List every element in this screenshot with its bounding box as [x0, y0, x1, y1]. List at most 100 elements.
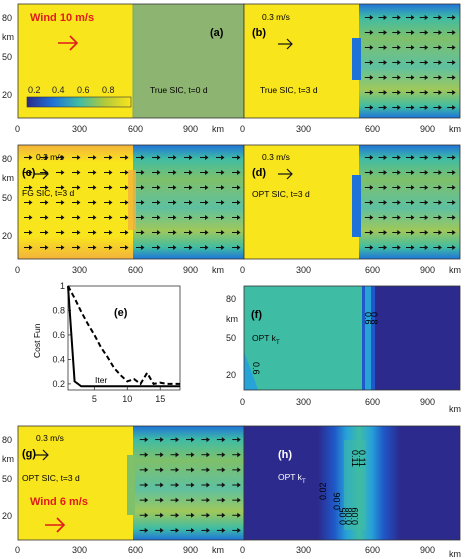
vector-arrow-icon: [139, 437, 149, 443]
vector-arrow-icon: [168, 215, 177, 220]
vector-arrow-icon: [170, 437, 180, 443]
vector-arrow-icon: [104, 245, 113, 250]
axes-row2: 80 km 50 20 0 300 600 900 km 0 300 600 9…: [2, 154, 461, 275]
panel-c-vector-field: [24, 155, 241, 250]
panel-h-letter: (h): [278, 449, 292, 461]
vector-arrow-icon: [88, 215, 97, 220]
vector-arrow-icon: [406, 90, 415, 95]
vector-arrow-icon: [232, 467, 241, 473]
x-tick: 600: [128, 545, 143, 555]
vector-arrow-icon: [232, 497, 241, 503]
vector-arrow-icon: [186, 437, 195, 443]
vector-arrow-icon: [88, 200, 97, 205]
panel-b: 0.3 m/s (b) True SIC, t=3 d: [243, 3, 461, 119]
y-unit: km: [2, 32, 14, 42]
vector-arrow-icon: [433, 45, 442, 50]
vector-arrow-icon: [216, 230, 225, 235]
vector-arrow-icon: [56, 155, 65, 160]
vector-arrow-icon: [139, 527, 149, 533]
vector-arrow-icon: [88, 230, 97, 235]
vector-arrow-icon: [24, 215, 33, 220]
x-tick: 900: [183, 545, 198, 555]
vector-arrow-icon: [120, 230, 129, 235]
vector-arrow-icon: [232, 200, 241, 205]
vector-arrow-icon: [406, 185, 415, 190]
vector-arrow-icon: [40, 155, 49, 160]
vector-arrow-icon: [378, 60, 388, 65]
vector-arrow-icon: [155, 467, 164, 473]
x-tick: 600: [365, 124, 380, 134]
vector-arrow-icon: [184, 155, 193, 160]
current-speed-label: 0.3 m/s: [262, 152, 290, 162]
current-arrow-icon: [34, 449, 49, 461]
vector-arrow-icon: [419, 45, 429, 50]
vector-arrow-icon: [447, 200, 456, 205]
vector-arrow-icon: [378, 230, 388, 235]
vector-arrow-icon: [433, 60, 442, 65]
vector-arrow-icon: [406, 105, 415, 110]
vector-arrow-icon: [447, 90, 456, 95]
vector-arrow-icon: [200, 170, 209, 175]
vector-arrow-icon: [72, 230, 81, 235]
vector-arrow-icon: [419, 60, 429, 65]
panel-g-edge: [127, 455, 135, 515]
vector-arrow-icon: [378, 75, 388, 80]
vector-arrow-icon: [104, 155, 113, 160]
vector-arrow-icon: [155, 482, 164, 488]
vector-arrow-icon: [186, 467, 195, 473]
vector-arrow-icon: [40, 245, 49, 250]
x-tick: 300: [296, 124, 311, 134]
vector-arrow-icon: [447, 15, 456, 20]
y-tick-label: 0.8: [52, 305, 65, 315]
vector-arrow-icon: [72, 185, 81, 190]
panel-d-vector-field: [364, 155, 456, 250]
x-unit: km: [449, 124, 461, 134]
panel-g-letter: (g): [22, 448, 36, 460]
panel-f-letter: (f): [251, 309, 262, 321]
vector-arrow-icon: [232, 155, 241, 160]
vector-arrow-icon: [216, 527, 226, 533]
x-unit: km: [449, 404, 461, 414]
vector-arrow-icon: [56, 185, 65, 190]
vector-arrow-icon: [364, 200, 374, 205]
x-tick: 600: [365, 397, 380, 407]
panel-a-true-sic-region: [133, 4, 244, 118]
vector-arrow-icon: [186, 527, 195, 533]
vector-arrow-icon: [232, 230, 241, 235]
vector-arrow-icon: [392, 90, 401, 95]
vector-arrow-icon: [104, 215, 113, 220]
x-tick: 300: [296, 397, 311, 407]
vector-arrow-icon: [72, 170, 81, 175]
vector-arrow-icon: [201, 452, 210, 458]
vector-arrow-icon: [155, 452, 164, 458]
vector-arrow-icon: [392, 200, 401, 205]
vector-arrow-icon: [168, 230, 177, 235]
vector-arrow-icon: [168, 200, 177, 205]
vector-arrow-icon: [201, 512, 210, 518]
vector-arrow-icon: [392, 185, 401, 190]
panel-d-letter: (d): [252, 167, 266, 179]
contour-label: 0.08: [344, 507, 354, 525]
y-tick: 80: [2, 435, 12, 445]
vector-arrow-icon: [392, 155, 401, 160]
vector-arrow-icon: [419, 75, 429, 80]
vector-arrow-icon: [56, 230, 65, 235]
panel-a-label: True SIC, t=0 d: [150, 85, 208, 95]
vector-arrow-icon: [216, 497, 226, 503]
vector-arrow-icon: [201, 437, 210, 443]
solid-series-line: [67, 285, 180, 388]
wind-speed-label: Wind 10 m/s: [30, 12, 94, 24]
panel-f-dark-region: [375, 286, 460, 390]
vector-arrow-icon: [447, 170, 456, 175]
vector-arrow-icon: [447, 75, 456, 80]
x-tick: 900: [420, 124, 435, 134]
panel-e-axes: 0.20.40.60.815 10 15: [52, 281, 165, 404]
vector-arrow-icon: [200, 200, 209, 205]
vector-arrow-icon: [392, 230, 401, 235]
vector-arrow-icon: [168, 155, 177, 160]
x-axis-label: Iter: [95, 375, 107, 385]
vector-arrow-icon: [447, 185, 456, 190]
panel-d: 0.3 m/s (d) OPT SIC, t=3 d: [243, 144, 461, 260]
y-tick: 20: [226, 370, 236, 380]
vector-arrow-icon: [184, 170, 193, 175]
